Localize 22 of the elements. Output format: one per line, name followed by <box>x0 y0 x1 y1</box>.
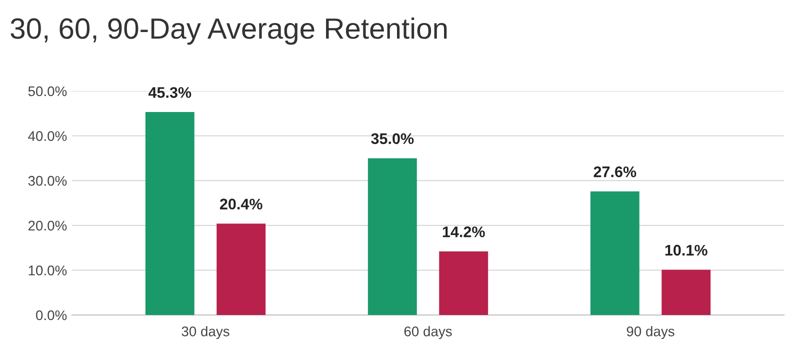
y-tick-label: 0.0% <box>36 310 67 320</box>
data-label: 27.6% <box>594 166 636 178</box>
bar <box>439 251 488 315</box>
y-tick-label: 10.0% <box>28 266 67 276</box>
bar <box>662 270 711 315</box>
chart-title: 30, 60, 90-Day Average Retention <box>10 18 447 45</box>
y-tick-label: 30.0% <box>28 176 67 186</box>
data-label: 14.2% <box>442 226 485 238</box>
bar <box>216 224 266 315</box>
data-label: 20.4% <box>220 198 262 210</box>
y-tick-label: 20.0% <box>28 220 67 231</box>
bar <box>590 191 640 315</box>
y-tick-label: 40.0% <box>28 131 67 141</box>
bar <box>368 158 417 315</box>
x-tick-label: 60 days <box>404 326 452 340</box>
bar <box>145 112 194 315</box>
x-tick-label: 30 days <box>182 326 230 340</box>
data-label: 10.1% <box>665 244 708 256</box>
x-tick-label: 90 days <box>626 326 674 340</box>
data-label: 35.0% <box>371 133 414 144</box>
data-label: 45.3% <box>148 87 192 98</box>
y-tick-label: 50.0% <box>28 86 67 96</box>
